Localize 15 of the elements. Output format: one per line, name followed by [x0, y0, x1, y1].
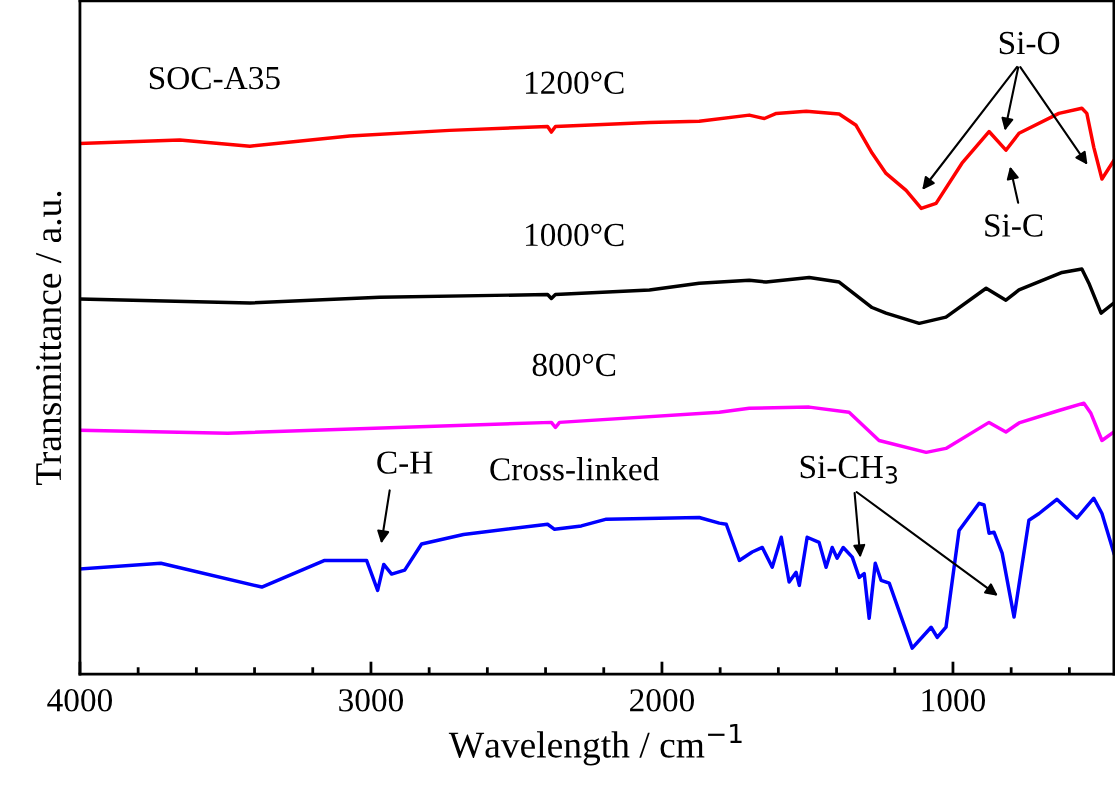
x-tick-label: 3000	[339, 689, 404, 712]
x-tick-label: 4000	[47, 689, 113, 712]
annotation: Si-CH$_{3}$	[800, 455, 898, 484]
x-axis-title: Wavelength / cm$^{−1}$	[448, 723, 742, 766]
series-label: 800°C	[532, 353, 616, 377]
series-label: 1000°C	[525, 223, 624, 247]
series-label: Cross-linked	[490, 457, 659, 481]
x-tick-label: 1000	[922, 689, 986, 712]
annotation: C-H	[377, 451, 433, 474]
annotation: Si-C	[985, 214, 1043, 237]
series-label: 1200°C	[525, 71, 624, 94]
x-tick-label: 2000	[630, 689, 695, 712]
text: Si-O	[999, 31, 1060, 55]
chart-title: SOC-A35	[149, 66, 280, 90]
y-axis-title: Transmittance / a.u.	[36, 191, 62, 486]
